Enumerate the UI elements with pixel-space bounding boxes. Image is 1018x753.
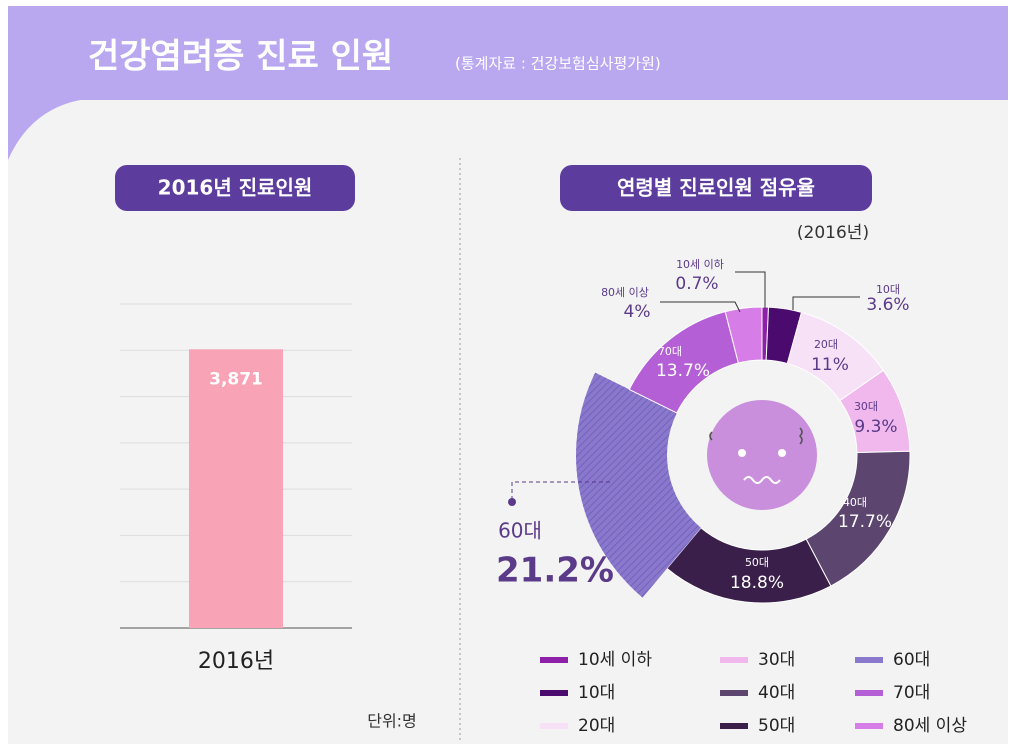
leader-line xyxy=(660,301,741,313)
legend-label: 40대 xyxy=(758,683,795,703)
bar-chart-title: 2016년 진료인원 xyxy=(158,176,313,200)
legend-swatch xyxy=(540,690,568,696)
eye xyxy=(778,449,786,457)
pie-title-pill xyxy=(560,165,872,211)
legend-label: 10대 xyxy=(578,683,615,703)
leader-line xyxy=(792,296,860,310)
legend-label: 70대 xyxy=(893,683,930,703)
donut-slice xyxy=(666,527,832,604)
slice-name: 50대 xyxy=(745,556,769,569)
slice-value: 18.8% xyxy=(730,573,784,593)
legend-swatch xyxy=(855,723,883,729)
slice-name: 20대 xyxy=(814,338,838,351)
slice-value: 0.7% xyxy=(675,274,718,294)
slice-value: 4% xyxy=(624,302,651,322)
unit-label: 단위:명 xyxy=(367,712,417,731)
slice-name: 60대 xyxy=(498,519,542,543)
legend-swatch xyxy=(855,690,883,696)
legend-swatch xyxy=(540,657,568,663)
legend-label: 60대 xyxy=(893,650,930,670)
slice-name: 40대 xyxy=(843,496,867,509)
slice-value: 21.2% xyxy=(496,551,614,591)
legend-label: 10세 이하 xyxy=(578,650,652,670)
pie-subtitle: (2016년) xyxy=(797,223,869,243)
legend-label: 30대 xyxy=(758,650,795,670)
legend-swatch xyxy=(540,723,568,729)
x-tick-label: 2016년 xyxy=(198,649,274,674)
legend-swatch xyxy=(855,657,883,663)
value-label: 3,871 xyxy=(209,369,263,389)
source-note: (통계자료 : 건강보험심사평가원) xyxy=(455,55,661,73)
eye xyxy=(738,449,746,457)
slice-name: 10대 xyxy=(876,283,900,296)
legend-label: 20대 xyxy=(578,716,615,736)
header-band xyxy=(8,6,1008,160)
leader-line xyxy=(735,271,766,308)
sweat xyxy=(709,427,803,445)
legend-label: 50대 xyxy=(758,716,795,736)
bar-title-pill xyxy=(115,165,355,211)
slice-hatch xyxy=(576,372,701,598)
leader-line xyxy=(511,481,610,500)
slice-name: 30대 xyxy=(854,400,878,413)
page-title: 건강염려증 진료 인원 xyxy=(88,37,393,77)
mouth xyxy=(743,476,781,484)
slice-value: 11% xyxy=(811,355,849,375)
bar xyxy=(189,349,283,628)
legend-swatch xyxy=(720,690,748,696)
slice-value: 9.3% xyxy=(854,417,897,437)
pie-chart-title: 연령별 진료인원 점유율 xyxy=(617,176,815,200)
legend-label: 80세 이상 xyxy=(893,716,967,736)
slice-value: 3.6% xyxy=(866,295,909,315)
legend-swatch xyxy=(720,657,748,663)
slice-name: 80세 이상 xyxy=(601,286,649,299)
slice-value: 13.7% xyxy=(656,361,710,381)
face xyxy=(707,400,817,510)
slice-value: 17.7% xyxy=(838,512,892,532)
legend-swatch xyxy=(720,723,748,729)
donut-slice xyxy=(724,306,763,364)
slice-name: 70대 xyxy=(658,345,682,358)
leader-dot xyxy=(508,498,516,506)
slice-name: 10세 이하 xyxy=(676,257,724,271)
